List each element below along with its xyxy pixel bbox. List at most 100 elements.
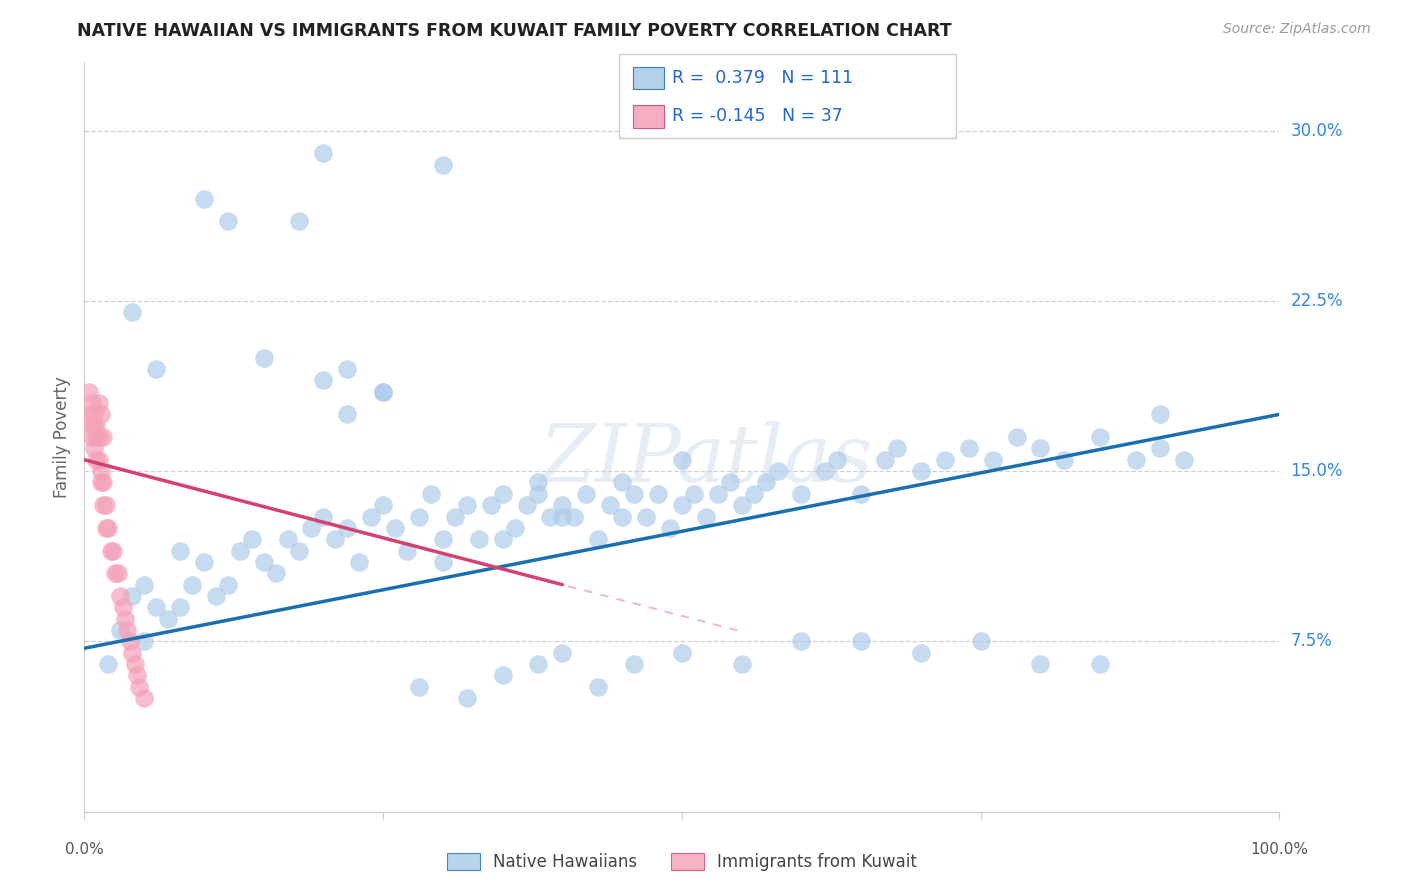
Text: 7.5%: 7.5% xyxy=(1291,632,1333,650)
Point xyxy=(90,475,112,490)
Point xyxy=(612,475,634,490)
Point xyxy=(623,657,645,672)
Point xyxy=(97,521,120,535)
Point xyxy=(1090,657,1112,672)
Point xyxy=(132,634,156,648)
Point xyxy=(981,452,1004,467)
Point xyxy=(111,600,134,615)
Point xyxy=(229,543,252,558)
Point xyxy=(707,487,730,501)
Point xyxy=(101,543,124,558)
Point xyxy=(205,589,228,603)
Point xyxy=(599,498,621,512)
Point xyxy=(527,475,550,490)
Point xyxy=(766,464,789,478)
Point xyxy=(492,533,515,547)
Point xyxy=(588,533,610,547)
Point xyxy=(86,430,108,444)
Point xyxy=(132,691,156,706)
Point xyxy=(253,555,276,569)
Point xyxy=(671,646,693,660)
Point xyxy=(80,396,103,410)
Point xyxy=(94,521,117,535)
Point xyxy=(94,498,117,512)
Point xyxy=(623,487,645,501)
Text: R =  0.379   N = 111: R = 0.379 N = 111 xyxy=(672,69,853,87)
Point xyxy=(479,498,502,512)
Point xyxy=(551,498,574,512)
Point xyxy=(93,498,115,512)
Point xyxy=(790,634,813,648)
Point xyxy=(336,521,359,535)
Point xyxy=(77,384,100,399)
Point xyxy=(527,657,550,672)
Point xyxy=(325,533,347,547)
Point xyxy=(217,577,239,591)
Point xyxy=(100,543,122,558)
Point xyxy=(77,408,100,422)
Point xyxy=(336,408,359,422)
Point xyxy=(110,623,132,637)
Point xyxy=(93,475,115,490)
Point xyxy=(288,543,311,558)
Point xyxy=(121,589,143,603)
Point xyxy=(384,521,406,535)
Point xyxy=(128,680,150,694)
Point xyxy=(551,509,574,524)
Point xyxy=(97,657,120,672)
Point xyxy=(157,612,180,626)
Point xyxy=(104,566,127,581)
Point xyxy=(444,509,467,524)
Point xyxy=(117,623,139,637)
Point xyxy=(193,555,215,569)
Point xyxy=(970,634,993,648)
Point xyxy=(87,452,110,467)
Point xyxy=(217,214,239,228)
Point xyxy=(492,487,515,501)
Point xyxy=(110,589,132,603)
Point xyxy=(516,498,538,512)
Point xyxy=(373,498,395,512)
Point xyxy=(93,430,115,444)
Point xyxy=(181,577,204,591)
Text: Source: ZipAtlas.com: Source: ZipAtlas.com xyxy=(1223,22,1371,37)
Point xyxy=(169,543,191,558)
Point xyxy=(1029,657,1052,672)
Point xyxy=(114,612,136,626)
Point xyxy=(145,600,167,615)
Point xyxy=(420,487,443,501)
Legend: Native Hawaiians, Immigrants from Kuwait: Native Hawaiians, Immigrants from Kuwait xyxy=(447,853,917,871)
Point xyxy=(827,452,849,467)
Text: NATIVE HAWAIIAN VS IMMIGRANTS FROM KUWAIT FAMILY POVERTY CORRELATION CHART: NATIVE HAWAIIAN VS IMMIGRANTS FROM KUWAI… xyxy=(77,22,952,40)
Text: 30.0%: 30.0% xyxy=(1291,121,1343,139)
Point xyxy=(647,487,669,501)
Point xyxy=(551,646,574,660)
Point xyxy=(373,384,395,399)
Point xyxy=(86,452,108,467)
Point xyxy=(575,487,598,501)
Text: ZIPatlas: ZIPatlas xyxy=(538,421,873,499)
Point xyxy=(121,646,143,660)
Point xyxy=(588,680,610,694)
Point xyxy=(288,214,311,228)
Point xyxy=(957,442,980,456)
Point xyxy=(253,351,276,365)
Point xyxy=(193,192,215,206)
Point xyxy=(1125,452,1147,467)
Point xyxy=(814,464,837,478)
Point xyxy=(312,373,335,387)
Point xyxy=(790,487,813,501)
Point xyxy=(671,452,693,467)
Point xyxy=(240,533,263,547)
Point xyxy=(145,362,167,376)
Point xyxy=(468,533,491,547)
Point xyxy=(408,680,430,694)
Point xyxy=(456,691,478,706)
Point xyxy=(264,566,287,581)
Point xyxy=(731,498,754,512)
Point xyxy=(90,464,112,478)
Point xyxy=(659,521,682,535)
Point xyxy=(80,430,103,444)
Text: 0.0%: 0.0% xyxy=(65,842,104,856)
Point xyxy=(360,509,382,524)
